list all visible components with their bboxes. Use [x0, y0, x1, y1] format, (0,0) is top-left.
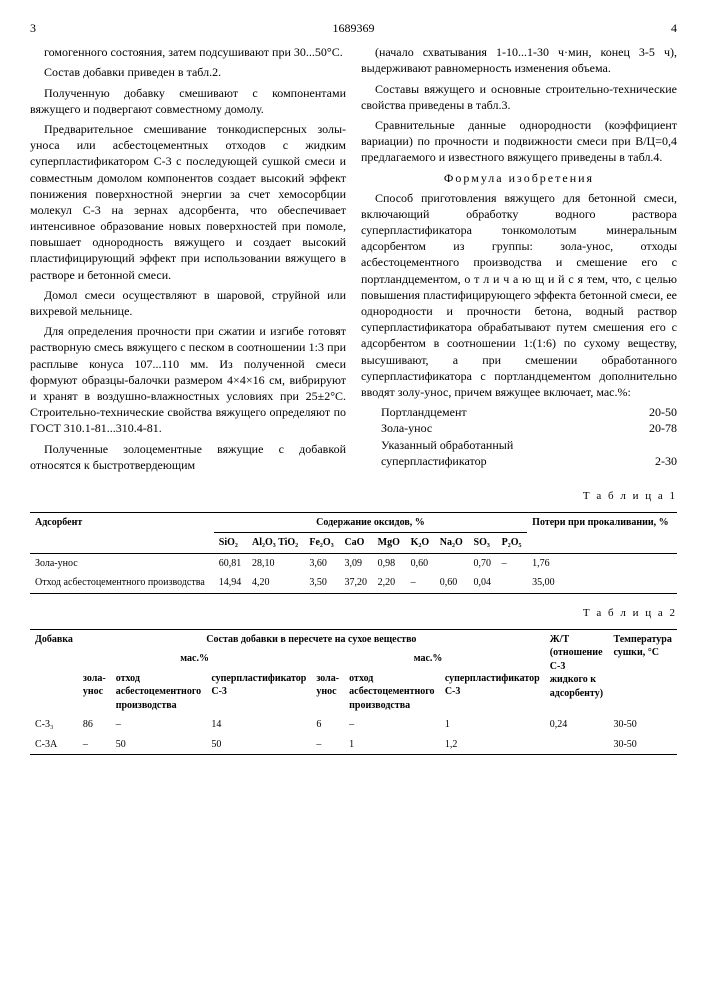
- ingredient-label: суперпластификатор: [381, 453, 487, 469]
- table1-cell: 1,76: [527, 553, 677, 573]
- table2-title: Т а б л и ц а 2: [30, 606, 677, 621]
- ingredient-label: Зола-унос: [381, 420, 432, 436]
- paragraph: Полученные золоцементные вяжущие с добав…: [30, 441, 346, 473]
- table1-col: SO₃: [469, 533, 497, 554]
- table2-subheader: мас.%: [78, 649, 311, 669]
- table1-cell: 3,09: [339, 553, 372, 573]
- paragraph: Состав добавки приведен в табл.2.: [30, 64, 346, 80]
- table1-header: Содержание оксидов, %: [214, 512, 527, 533]
- table1-cell: –: [406, 573, 435, 593]
- table2-cell: –: [78, 735, 111, 755]
- page-number-right: 4: [671, 20, 677, 36]
- table1-cell: 28,10: [247, 553, 304, 573]
- table2-header: Ж/Т (отношение С-3 жидкого к адсорбенту): [545, 629, 609, 715]
- table1-cell: 0,70: [469, 553, 497, 573]
- table2-cell: 30-50: [608, 735, 677, 755]
- table1-col: SiO₂: [214, 533, 247, 554]
- formula-title: Формула изобретения: [361, 170, 677, 186]
- table1-cell: 3,50: [304, 573, 339, 593]
- table2-col: суперпластификатор С-3: [206, 669, 311, 716]
- table2-cell: 86: [78, 715, 111, 735]
- table1-header: Потери при прокаливании, %: [527, 512, 677, 553]
- table1-cell: 2,20: [373, 573, 406, 593]
- ingredient-value: 20-50: [649, 404, 677, 420]
- table1-row-label: Зола-унос: [30, 553, 214, 573]
- paragraph: (начало схватывания 1-10...1-30 ч·мин, к…: [361, 44, 677, 76]
- table1-cell: 0,60: [435, 573, 469, 593]
- table2-cell: [545, 735, 609, 755]
- table2-header: Состав добавки в пересчете на сухое веще…: [78, 629, 545, 649]
- paragraph: Составы вяжущего и основные строительно-…: [361, 81, 677, 113]
- table2-col: отход асбестоцементного производства: [344, 669, 440, 716]
- table2-cell: –: [311, 735, 344, 755]
- table2-col: отход асбестоцементного производства: [111, 669, 207, 716]
- table2-header: Температура сушки, °С: [608, 629, 677, 715]
- table1-cell: 14,94: [214, 573, 247, 593]
- table1-col: MgO: [373, 533, 406, 554]
- table2-cell: 6: [311, 715, 344, 735]
- table1-cell: 37,20: [339, 573, 372, 593]
- table1-cell: 0,60: [406, 553, 435, 573]
- paragraph: Сравнительные данные однородности (коэфф…: [361, 117, 677, 166]
- table2: Добавка Состав добавки в пересчете на су…: [30, 629, 677, 756]
- table1-cell: 60,81: [214, 553, 247, 573]
- table2-cell: –: [344, 715, 440, 735]
- ingredient-value: 20-78: [649, 420, 677, 436]
- paragraph: Способ приготовления вяжущего для бетонн…: [361, 190, 677, 400]
- table1-col: P₂O₅: [497, 533, 528, 554]
- body-columns: гомогенного состояния, затем подсушивают…: [30, 44, 677, 477]
- table2-subheader: мас.%: [311, 649, 544, 669]
- left-column: гомогенного состояния, затем подсушивают…: [30, 44, 346, 477]
- paragraph: Для определения прочности при сжатии и и…: [30, 323, 346, 436]
- table2-cell: 0,24: [545, 715, 609, 735]
- table2-cell: 1: [344, 735, 440, 755]
- page-header: 3 1689369 4: [30, 20, 677, 36]
- table1-row-label: Отход асбестоцементного производства: [30, 573, 214, 593]
- table2-col: суперпластификатор С-3: [440, 669, 545, 716]
- table1-col: CaO: [339, 533, 372, 554]
- right-column: (начало схватывания 1-10...1-30 ч·мин, к…: [361, 44, 677, 477]
- table2-cell: 1,2: [440, 735, 545, 755]
- table1-col: Na₂O: [435, 533, 469, 554]
- table2-cell: 30-50: [608, 715, 677, 735]
- paragraph: Предварительное смешивание тонкодисперсн…: [30, 121, 346, 283]
- table2-cell: 50: [111, 735, 207, 755]
- table1-header: Адсорбент: [30, 512, 214, 553]
- paragraph: Домол смеси осуществляют в шаровой, стру…: [30, 287, 346, 319]
- ingredient-label: Портландцемент: [381, 404, 467, 420]
- table1-cell: –: [497, 553, 528, 573]
- table2-header: Добавка: [30, 629, 78, 715]
- table2-cell: –: [111, 715, 207, 735]
- table1: Адсорбент Содержание оксидов, % Потери п…: [30, 512, 677, 594]
- table2-row-label: С-3А: [30, 735, 78, 755]
- table1-cell: 0,04: [469, 573, 497, 593]
- table1-col: Fe₂O₃: [304, 533, 339, 554]
- table2-row-label: С-3₃: [30, 715, 78, 735]
- table1-cell: 4,20: [247, 573, 304, 593]
- table1-cell: [435, 553, 469, 573]
- ingredient-value: 2-30: [655, 453, 677, 469]
- table2-col: зола-унос: [78, 669, 111, 716]
- table2-col: зола-унос: [311, 669, 344, 716]
- paragraph: Полученную добавку смешивают с компонент…: [30, 85, 346, 117]
- table1-cell: [497, 573, 528, 593]
- table1-cell: 35,00: [527, 573, 677, 593]
- table1-col: K₂O: [406, 533, 435, 554]
- table1-cell: 3,60: [304, 553, 339, 573]
- ingredient-label: Указанный обработанный: [381, 437, 513, 453]
- ingredients-list: Портландцемент 20-50 Зола-унос 20-78 Ука…: [381, 404, 677, 469]
- document-number: 1689369: [36, 20, 671, 36]
- table2-cell: 1: [440, 715, 545, 735]
- table2-cell: 50: [206, 735, 311, 755]
- table2-cell: 14: [206, 715, 311, 735]
- table1-title: Т а б л и ц а 1: [30, 489, 677, 504]
- table1-col: Al₂O₃ TiO₂: [247, 533, 304, 554]
- table1-cell: 0,98: [373, 553, 406, 573]
- paragraph: гомогенного состояния, затем подсушивают…: [30, 44, 346, 60]
